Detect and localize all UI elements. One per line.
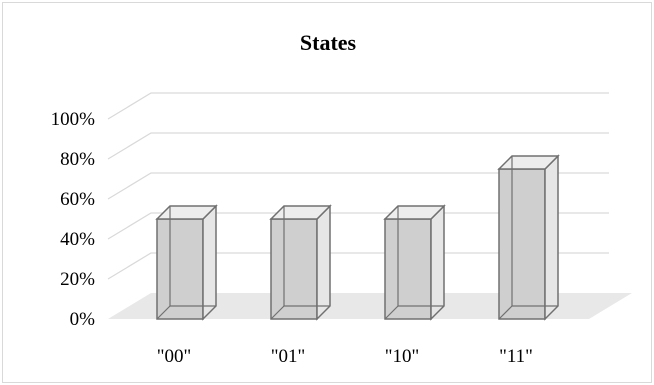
bar-front-face: [270, 218, 318, 320]
x-axis-ticks: "00" "01" "10" "11": [157, 346, 533, 367]
bar-side-face: [544, 154, 559, 321]
bars: [155, 154, 560, 321]
gridline: [107, 212, 609, 240]
bar-front-face: [498, 168, 546, 320]
bar-front-face: [156, 218, 204, 320]
bar-side-face: [316, 204, 331, 321]
gridline: [107, 92, 609, 120]
gridline: [107, 132, 609, 160]
gridlines: [107, 92, 609, 280]
y-tick-label: 0%: [70, 309, 96, 330]
chart-title: States: [300, 30, 357, 55]
x-tick-label: "00": [157, 346, 192, 367]
bar-top-face: [497, 155, 560, 170]
x-tick-label: "10": [385, 346, 420, 367]
bar-base-edge: [270, 305, 285, 320]
chart-svg: States 0% 20% 40% 60% 80% 100% "00" "01" "10" "1…: [51, 30, 632, 367]
gridline: [107, 172, 609, 200]
bar: [269, 204, 332, 321]
y-tick-label: 60%: [60, 189, 95, 210]
y-tick-label: 40%: [60, 229, 95, 250]
bar: [497, 154, 560, 321]
y-axis-ticks: 0% 20% 40% 60% 80% 100%: [51, 109, 96, 330]
bar-top-face: [383, 205, 446, 220]
bar: [383, 204, 446, 321]
y-tick-label: 100%: [51, 109, 96, 130]
gridline: [107, 252, 609, 280]
y-tick-label: 80%: [60, 149, 95, 170]
bar-front-face: [384, 218, 432, 320]
y-tick-label: 20%: [60, 269, 95, 290]
bar-side-face: [430, 204, 445, 321]
bar-top-face: [155, 205, 218, 220]
bar-base-edge: [156, 305, 171, 320]
bar-top-face: [269, 205, 332, 220]
bar: [155, 204, 218, 321]
x-tick-label: "11": [499, 346, 533, 367]
bar-side-face: [202, 204, 217, 321]
x-tick-label: "01": [271, 346, 306, 367]
bar-base-edge: [498, 305, 513, 320]
bar-base-edge: [384, 305, 399, 320]
